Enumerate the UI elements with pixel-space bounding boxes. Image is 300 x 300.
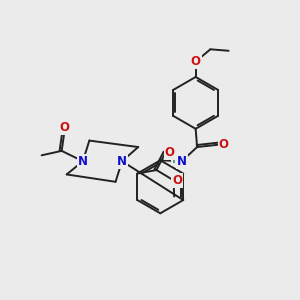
Text: O: O (60, 121, 70, 134)
Text: O: O (172, 174, 182, 187)
Text: N: N (78, 155, 88, 168)
Text: O: O (190, 55, 201, 68)
Text: H: H (172, 155, 181, 165)
Text: O: O (219, 138, 229, 151)
Text: O: O (165, 146, 175, 159)
Text: N: N (177, 155, 187, 168)
Text: N: N (117, 155, 127, 168)
